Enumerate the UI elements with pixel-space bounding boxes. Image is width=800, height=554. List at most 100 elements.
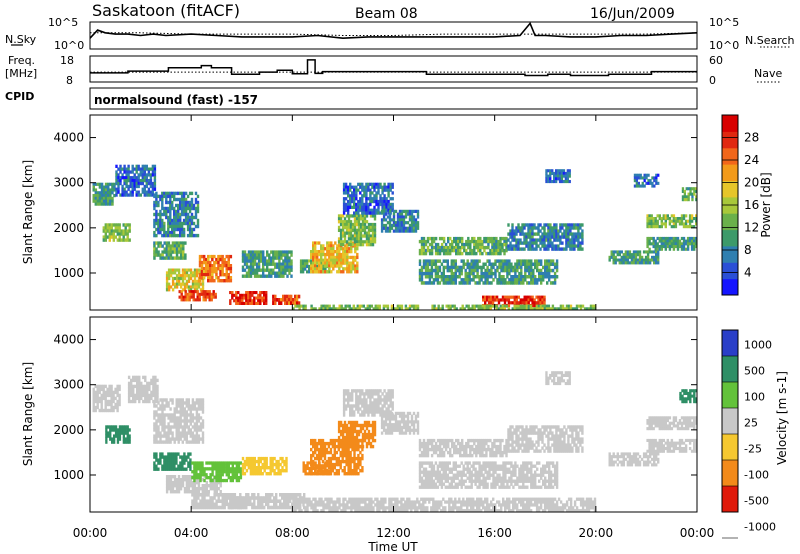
velocity-cell xyxy=(199,398,203,402)
power-cell xyxy=(424,281,428,285)
power-cell xyxy=(546,281,549,285)
power-cell xyxy=(297,301,301,305)
power-cell xyxy=(165,285,169,289)
velocity-cell xyxy=(175,458,178,462)
power-cell xyxy=(379,194,382,198)
power-cell xyxy=(646,245,649,249)
velocity-cell xyxy=(289,493,292,497)
velocity-cell xyxy=(138,393,141,398)
power-cell xyxy=(131,170,134,174)
power-cell xyxy=(543,232,546,236)
power-cell xyxy=(668,245,672,249)
power-cell xyxy=(693,225,696,229)
power-cell xyxy=(322,307,325,311)
velocity-cell xyxy=(157,413,160,417)
power-cell xyxy=(489,301,493,305)
velocity-cell xyxy=(122,428,125,432)
power-cell xyxy=(227,264,230,268)
velocity-cell xyxy=(245,462,249,467)
power-cell xyxy=(343,217,347,221)
power-cell xyxy=(544,265,547,270)
power-cell xyxy=(526,275,529,279)
power-cell xyxy=(188,218,192,223)
velocity-cell xyxy=(153,455,156,459)
power-cell xyxy=(318,264,321,268)
power-cell xyxy=(462,265,465,270)
power-cell xyxy=(153,173,157,177)
power-cell xyxy=(117,176,120,180)
power-cell xyxy=(668,242,672,246)
power-cell xyxy=(638,258,642,262)
power-cell xyxy=(404,221,408,225)
velocity-cell xyxy=(189,428,192,432)
velocity-cell xyxy=(195,478,199,482)
power-cell xyxy=(505,295,509,299)
velocity-cell xyxy=(124,440,127,444)
power-cell xyxy=(282,253,285,257)
power-cell xyxy=(511,226,514,230)
power-cell xyxy=(398,218,402,222)
velocity-cell xyxy=(179,425,182,429)
power-cell xyxy=(469,239,472,244)
velocity-cell xyxy=(207,467,210,471)
power-cell xyxy=(151,193,155,197)
velocity-cell xyxy=(239,473,243,477)
power-cell xyxy=(227,257,230,262)
power-cell xyxy=(141,176,144,180)
power-cell xyxy=(464,275,467,279)
velocity-cell xyxy=(126,434,129,438)
power-cell xyxy=(553,177,556,181)
velocity-cell xyxy=(113,440,116,444)
power-cell xyxy=(688,239,692,243)
power-cell xyxy=(523,298,526,302)
power-cell xyxy=(557,244,560,248)
power-cell xyxy=(257,250,261,254)
velocity-cell xyxy=(104,384,107,389)
power-cell xyxy=(186,233,190,238)
power-echo-region xyxy=(198,254,233,283)
velocity-cell xyxy=(163,431,166,435)
velocity-cell xyxy=(181,419,184,423)
power-cell xyxy=(436,281,440,285)
power-cell xyxy=(533,247,536,251)
power-cell xyxy=(525,235,528,239)
power-cell xyxy=(342,191,346,195)
velocity-cell xyxy=(287,493,290,497)
power-cell xyxy=(349,234,353,238)
power-cell xyxy=(664,245,667,249)
power-cell xyxy=(532,275,535,279)
power-cell xyxy=(470,278,473,282)
velocity-cell xyxy=(201,461,204,465)
power-cell xyxy=(208,292,211,296)
velocity-cell xyxy=(185,455,188,459)
velocity-cell xyxy=(165,490,169,494)
velocity-cell xyxy=(112,399,115,404)
power-cell xyxy=(662,239,665,243)
power-cell xyxy=(531,235,534,239)
power-cell xyxy=(233,299,236,303)
power-cell xyxy=(367,188,370,192)
power-cell xyxy=(349,197,352,201)
power-cell xyxy=(506,265,509,270)
power-cell xyxy=(388,229,392,233)
power-cell xyxy=(559,229,562,233)
power-cell xyxy=(110,235,113,239)
power-cell xyxy=(547,169,550,173)
power-cell xyxy=(153,179,157,183)
power-cell xyxy=(668,236,672,240)
power-cell xyxy=(521,301,524,305)
power-cell xyxy=(514,275,517,279)
velocity-cell xyxy=(217,461,220,465)
velocity-cell xyxy=(122,440,125,444)
velocity-cell xyxy=(157,431,160,435)
power-cell xyxy=(412,226,416,230)
velocity-cell xyxy=(199,505,202,510)
power-cell xyxy=(175,244,179,248)
power-cell xyxy=(420,239,424,244)
power-cell xyxy=(497,248,500,253)
power-cell xyxy=(104,202,108,206)
velocity-cell xyxy=(211,470,214,474)
velocity-cell xyxy=(195,407,199,411)
power-cell xyxy=(452,271,455,276)
power-cell xyxy=(510,275,513,279)
